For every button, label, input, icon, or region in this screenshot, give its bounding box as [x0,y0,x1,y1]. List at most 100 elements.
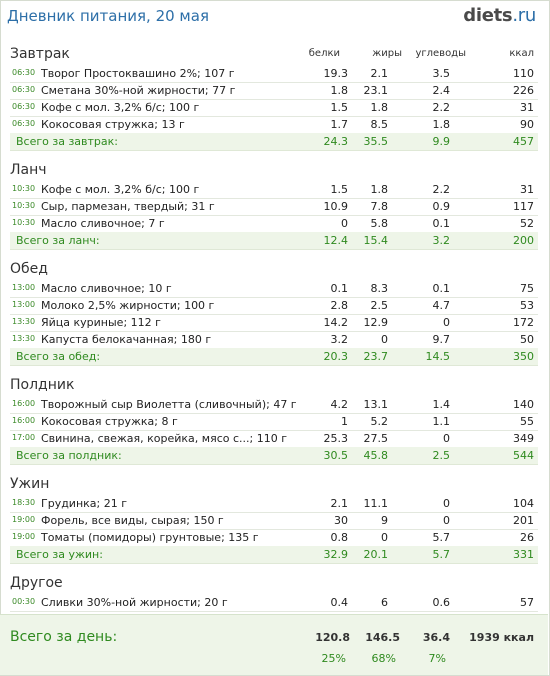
food-protein: 19.3 [323,67,349,80]
subtotal-fat: 23.7 [363,350,389,363]
food-kcal: 110 [513,67,534,80]
food-name[interactable]: Грудинка; 21 г [41,497,128,510]
food-kcal: 31 [520,183,534,196]
food-row[interactable]: 06:30 Кокосовая стружка; 13 г 1.7 8.5 1.8 90 [10,116,538,134]
food-name[interactable]: Сыр, пармезан, твердый; 31 г [41,200,215,213]
food-row[interactable]: 00:30 Сливки 30%-ной жирности; 20 г 0.4 6 0.… [10,594,538,612]
subtotal-kcal: 331 [513,548,534,561]
subtotal-protein: 32.9 [323,548,349,561]
section-subtotal: Всего за ланч: 12.4 15.4 3.2 200 [10,232,538,250]
food-row[interactable]: 17:00 Свинина, свежая, корейка, мясо с...… [10,430,538,448]
section-subtotal: Всего за ужин: 32.9 20.1 5.7 331 [10,546,538,564]
food-carbs: 1.4 [432,398,451,411]
section-subtotal: Всего за полдник: 30.5 45.8 2.5 544 [10,447,538,465]
food-row[interactable]: 06:30 Кофе с мол. 3,2% б/с; 100 г 1.5 1.8 2.… [10,99,538,117]
food-name[interactable]: Форель, все виды, сырая; 150 г [41,514,224,527]
food-name[interactable]: Кокосовая стружка; 13 г [41,118,185,131]
food-carbs: 3.5 [432,67,451,80]
food-fat: 5.8 [370,217,389,230]
meal-time: 16:00 [12,399,36,408]
meal-time: 10:30 [12,218,36,227]
food-carbs: 1.8 [432,118,451,131]
food-fat: 1.8 [370,183,389,196]
food-name[interactable]: Томаты (помидоры) грунтовые; 135 г [41,531,259,544]
column-header-protein: белки [308,48,340,59]
site-logo[interactable]: diets.ru [463,5,536,26]
food-protein: 25.3 [323,432,349,445]
food-protein: 4.2 [330,398,349,411]
subtotal-carbs: 14.5 [425,350,451,363]
food-protein: 10.9 [323,200,349,213]
day-total-protein: 120.8 [315,631,350,644]
day-total-protein-percent: 25% [321,652,346,665]
food-row[interactable]: 10:30 Масло сливочное; 7 г 0 5.8 0.1 52 [10,215,538,233]
food-row[interactable]: 18:30 Грудинка; 21 г 2.1 11.1 0 104 [10,495,538,513]
meal-time: 13:00 [12,300,36,309]
day-total: Всего за день: 120.8 146.5 36.4 1939 кка… [0,614,548,675]
food-row[interactable]: 10:30 Кофе с мол. 3,2% б/с; 100 г 1.5 1.8 2.… [10,181,538,199]
food-carbs: 0.9 [432,200,451,213]
food-name[interactable]: Кофе с мол. 3,2% б/с; 100 г [41,183,200,196]
food-protein: 0.1 [330,282,349,295]
food-row[interactable]: 19:00 Томаты (помидоры) грунтовые; 135 г 0… [10,529,538,547]
meal-time: 10:30 [12,201,36,210]
food-name[interactable]: Масло сливочное; 10 г [41,282,172,295]
food-name[interactable]: Сливки 30%-ной жирности; 20 г [41,596,228,609]
food-name[interactable]: Масло сливочное; 7 г [41,217,165,230]
food-name[interactable]: Кофе с мол. 3,2% б/с; 100 г [41,101,200,114]
day-total-carbs-percent: 7% [428,652,446,665]
day-total-carbs: 36.4 [422,631,450,644]
food-row[interactable]: 13:00 Масло сливочное; 10 г 0.1 8.3 0.1 75 [10,280,538,298]
food-kcal: 104 [513,497,534,510]
subtotal-kcal: 200 [513,234,534,247]
food-name[interactable]: Творожный сыр Виолетта (сливочный); 47 г [41,398,297,411]
food-row[interactable]: 13:00 Молоко 2,5% жирности; 100 г 2.8 2.5 4.… [10,297,538,315]
food-row[interactable]: 06:30 Сметана 30%-ной жирности; 77 г 1.8 23… [10,82,538,100]
food-kcal: 349 [513,432,534,445]
section-title: Обед [10,261,48,277]
food-fat: 9 [381,514,388,527]
food-name[interactable]: Капуста белокачанная; 180 г [41,333,212,346]
food-protein: 0 [341,217,348,230]
day-total-kcal: 1939 ккал [469,631,534,644]
food-name[interactable]: Молоко 2,5% жирности; 100 г [41,299,215,312]
food-protein: 1.5 [330,183,349,196]
subtotal-protein: 20.3 [323,350,349,363]
food-fat: 8.3 [370,282,389,295]
subtotal-kcal: 457 [513,135,534,148]
food-row[interactable]: 16:00 Кокосовая стружка; 8 г 1 5.2 1.1 55 [10,413,538,431]
food-carbs: 2.2 [432,101,451,114]
subtotal-fat: 45.8 [363,449,389,462]
food-name[interactable]: Яйца куриные; 112 г [41,316,161,329]
subtotal-carbs: 3.2 [432,234,451,247]
section-title: Ланч [10,162,47,178]
food-fat: 7.8 [370,200,389,213]
logo-suffix: .ru [512,5,536,26]
food-protein: 14.2 [323,316,349,329]
food-carbs: 0.6 [432,596,451,609]
food-row[interactable]: 10:30 Сыр, пармезан, твердый; 31 г 10.9 7.8… [10,198,538,216]
food-name[interactable]: Свинина, свежая, корейка, мясо с...; 110… [41,432,287,445]
section-title: Ужин [10,476,50,492]
column-header-fat: жиры [372,48,402,59]
food-row[interactable]: 19:00 Форель, все виды, сырая; 150 г 30 9 0 2… [10,512,538,530]
food-name[interactable]: Сметана 30%-ной жирности; 77 г [41,84,236,97]
food-kcal: 90 [520,118,534,131]
food-protein: 1.8 [330,84,349,97]
section-subtotal: Всего за обед: 20.3 23.7 14.5 350 [10,348,538,366]
food-row[interactable]: 16:00 Творожный сыр Виолетта (сливочный);… [10,396,538,414]
food-protein: 1.7 [330,118,349,131]
food-row[interactable]: 06:30 Творог Простоквашино 2%; 107 г 19.3 2… [10,65,538,83]
meal-time: 16:00 [12,416,36,425]
food-name[interactable]: Кокосовая стружка; 8 г [41,415,178,428]
subtotal-label: Всего за ужин: [16,548,103,561]
food-row[interactable]: 13:30 Капуста белокачанная; 180 г 3.2 0 9.7 5… [10,331,538,349]
subtotal-fat: 15.4 [363,234,389,247]
subtotal-label: Всего за ланч: [16,234,100,247]
subtotal-label: Всего за обед: [16,350,101,363]
food-row[interactable]: 13:30 Яйца куриные; 112 г 14.2 12.9 0 172 [10,314,538,332]
food-kcal: 172 [513,316,534,329]
food-name[interactable]: Творог Простоквашино 2%; 107 г [41,67,235,80]
food-fat: 11.1 [363,497,389,510]
food-kcal: 52 [520,217,534,230]
